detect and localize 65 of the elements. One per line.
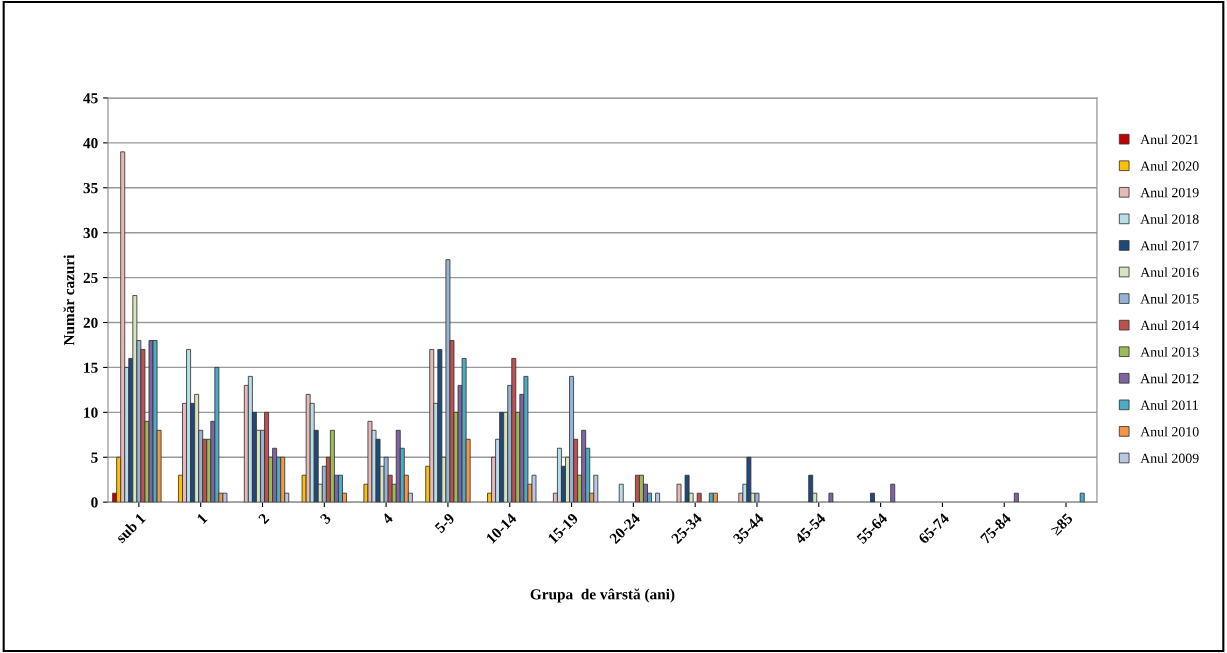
bar — [329, 429, 335, 503]
x-tick-label: ≥85 — [1050, 512, 1074, 536]
legend-label: Anul 2020 — [1140, 160, 1199, 171]
y-axis-title: Număr cazuri — [63, 254, 75, 346]
legend-label: Anul 2013 — [1140, 346, 1199, 357]
bar — [569, 375, 574, 503]
bar — [828, 492, 834, 503]
x-tick-label: 5-9 — [434, 512, 456, 534]
y-tick-label: 45 — [83, 93, 98, 104]
y-tick-label: 10 — [84, 407, 98, 418]
x-tick-label: sub 1 — [114, 512, 146, 544]
legend-label: Anul 2012 — [1140, 373, 1199, 384]
legend-label: Anul 2009 — [1140, 453, 1199, 463]
bar — [152, 340, 158, 503]
x-tick-label: 4 — [381, 512, 394, 525]
bar — [754, 492, 760, 503]
bar — [696, 492, 702, 503]
legend-label: Anul 2016 — [1140, 267, 1199, 277]
legend-label: Anul 2014 — [1140, 320, 1199, 331]
bar — [531, 474, 537, 503]
bar — [746, 456, 752, 503]
y-tick-label: 30 — [83, 227, 98, 239]
bar — [445, 259, 451, 503]
bar — [511, 358, 517, 503]
y-tick-label: 25 — [83, 272, 98, 284]
bar — [655, 492, 661, 503]
legend-label: Anul 2018 — [1140, 214, 1199, 224]
bar — [222, 492, 228, 503]
bar — [264, 411, 269, 503]
legend-label: Anul 2021 — [1140, 134, 1199, 145]
bar — [338, 474, 343, 503]
bar — [523, 375, 529, 503]
bar — [132, 295, 138, 503]
bar — [712, 492, 718, 503]
legend-label: Anul 2017 — [1140, 240, 1199, 251]
bar — [461, 358, 467, 503]
bar — [383, 456, 389, 503]
bar — [280, 456, 286, 503]
x-axis-title: Grupa de vârstă (ani) — [530, 588, 675, 603]
bar — [870, 492, 875, 503]
bar — [1079, 492, 1085, 503]
legend-label: Anul 2015 — [1140, 293, 1199, 304]
y-tick-label: 35 — [83, 182, 98, 194]
bar — [593, 474, 599, 503]
x-tick-label: 2 — [257, 512, 270, 525]
legend-label: Anul 2010 — [1140, 426, 1199, 437]
bar — [120, 151, 126, 503]
bar — [214, 367, 220, 503]
bar — [305, 393, 311, 503]
bar — [808, 474, 814, 503]
y-tick-label: 15 — [84, 362, 98, 373]
x-tick-label: 3 — [319, 512, 332, 525]
bar — [618, 483, 624, 503]
bar — [676, 483, 682, 503]
bar — [890, 483, 896, 503]
y-tick-label: 0 — [91, 497, 98, 508]
x-tick-label: 1 — [196, 512, 208, 524]
y-tick-label: 5 — [91, 452, 98, 463]
legend-label: Anul 2011 — [1140, 400, 1198, 410]
bar — [437, 349, 443, 503]
y-tick-label: 20 — [83, 317, 98, 328]
y-tick-label: 40 — [83, 138, 98, 149]
bar — [1013, 492, 1019, 503]
bar — [684, 474, 690, 503]
legend-label: Anul 2019 — [1140, 187, 1199, 198]
